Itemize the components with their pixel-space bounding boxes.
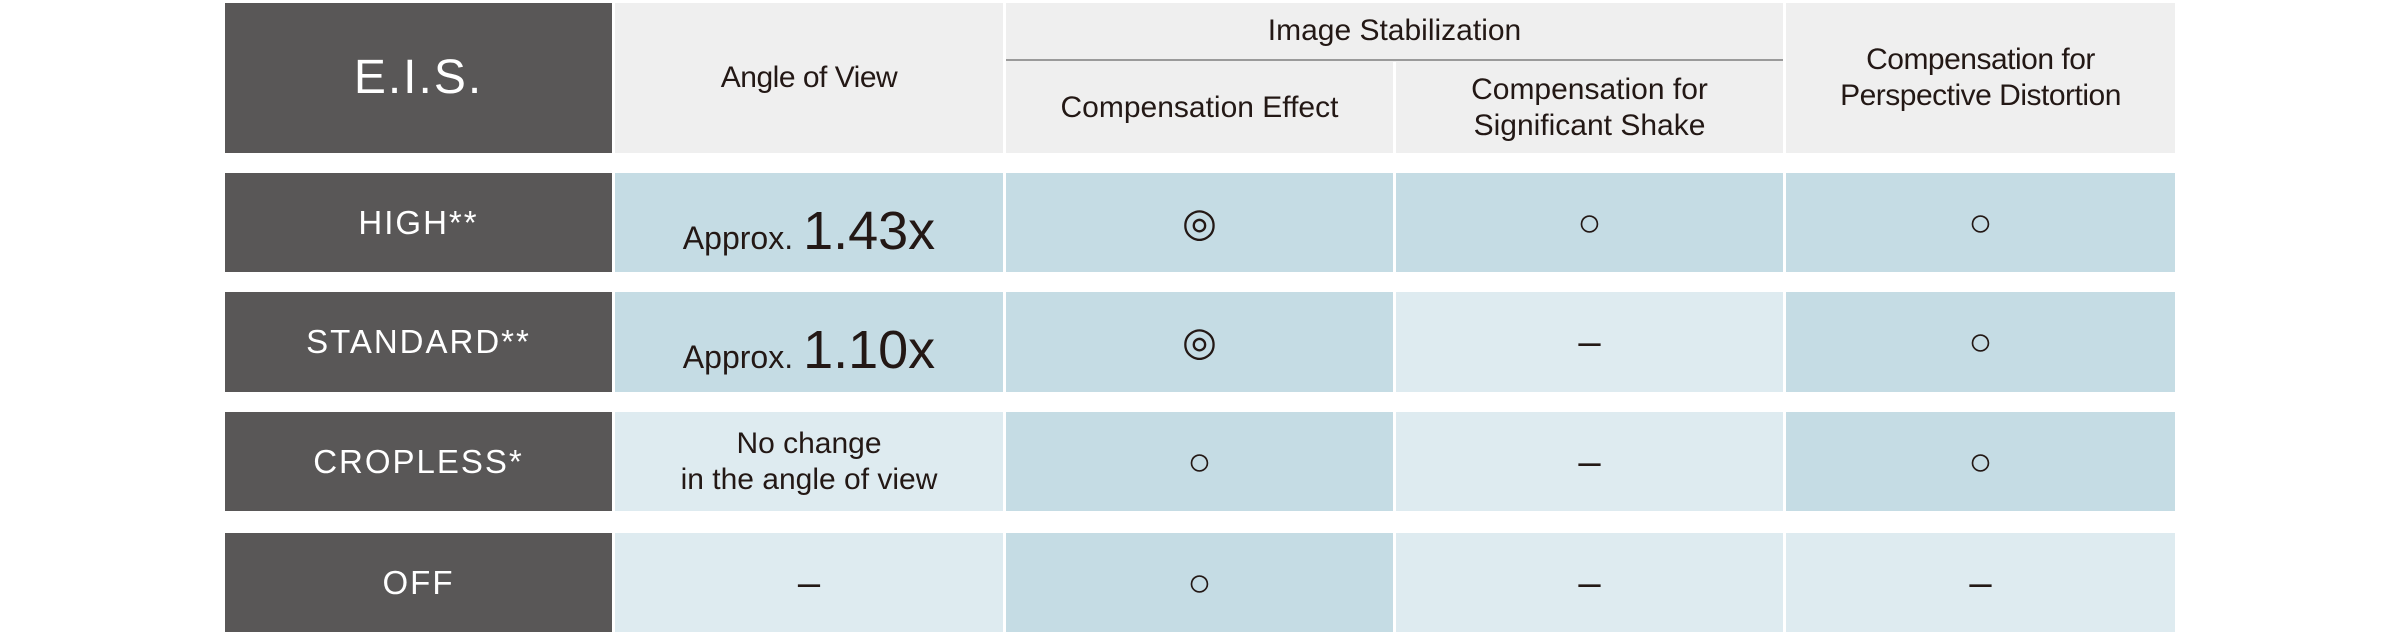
angle-text: – — [797, 560, 821, 605]
cell: Approx. 1.43x — [615, 173, 1003, 272]
header-text: Significant Shake — [1473, 108, 1706, 142]
header-cell: Compensation for Significant Shake — [1396, 62, 1783, 153]
cell: ○ — [1396, 173, 1783, 272]
header-text: Compensation for — [1866, 43, 2095, 76]
row-label: STANDARD** — [225, 292, 612, 392]
header-cell: E.I.S. — [225, 3, 612, 153]
angle-prefix: Approx. — [682, 220, 794, 256]
symbol: – — [1578, 320, 1601, 364]
mode: HIGH** — [358, 203, 479, 241]
symbol: ○ — [1968, 320, 1993, 364]
symbol: ○ — [1187, 560, 1212, 605]
header-text: Compensation Effect — [1060, 90, 1339, 124]
cell: – — [615, 533, 1003, 632]
cell: No change in the angle of view — [615, 412, 1003, 511]
cell: – — [1396, 292, 1783, 392]
header-rule — [1006, 59, 1783, 61]
row-label: HIGH** — [225, 173, 612, 272]
mode: STANDARD** — [306, 323, 531, 361]
header-text: Perspective Distortion — [1840, 79, 2121, 112]
symbol: ◎ — [1182, 320, 1217, 364]
angle-text: No change — [736, 426, 882, 460]
header-text: Image Stabilization — [1267, 14, 1522, 47]
cell: – — [1396, 412, 1783, 511]
cell: ○ — [1786, 173, 2175, 272]
angle-text: in the angle of view — [680, 462, 938, 496]
symbol: ○ — [1968, 200, 1993, 245]
header-cell: Angle of View — [615, 3, 1003, 153]
header-cell: Compensation for Perspective Distortion — [1786, 3, 2175, 153]
cell: ○ — [1786, 292, 2175, 392]
symbol: ○ — [1577, 200, 1602, 245]
divider — [1393, 62, 1396, 153]
symbol: ◎ — [1182, 200, 1217, 245]
cell: – — [1786, 533, 2175, 632]
row-label: CROPLESS* — [225, 412, 612, 511]
symbol: ○ — [1187, 439, 1212, 484]
cell: ◎ — [1006, 173, 1393, 272]
header-text: Compensation for — [1471, 72, 1708, 106]
header-cell: Compensation Effect — [1006, 62, 1393, 153]
mode: OFF — [382, 563, 455, 601]
symbol: – — [1578, 439, 1601, 484]
header-text: Angle of View — [720, 61, 898, 94]
row-label: OFF — [225, 533, 612, 632]
header-text: E.I.S. — [353, 51, 484, 105]
angle-value: 1.43x — [803, 201, 936, 261]
symbol: ○ — [1968, 439, 1993, 484]
symbol: – — [1969, 560, 1992, 605]
mode: CROPLESS* — [313, 442, 524, 480]
cell: ○ — [1006, 412, 1393, 511]
cell: – — [1396, 533, 1783, 632]
cell: ◎ — [1006, 292, 1393, 392]
header-text-wrap: Image Stabilization — [1006, 3, 1783, 59]
angle-value: 1.10x — [803, 320, 936, 380]
angle-prefix: Approx. — [682, 339, 794, 375]
cell: Approx. 1.10x — [615, 292, 1003, 392]
cell: ○ — [1786, 412, 2175, 511]
symbol: – — [1578, 560, 1601, 605]
cell: ○ — [1006, 533, 1393, 632]
